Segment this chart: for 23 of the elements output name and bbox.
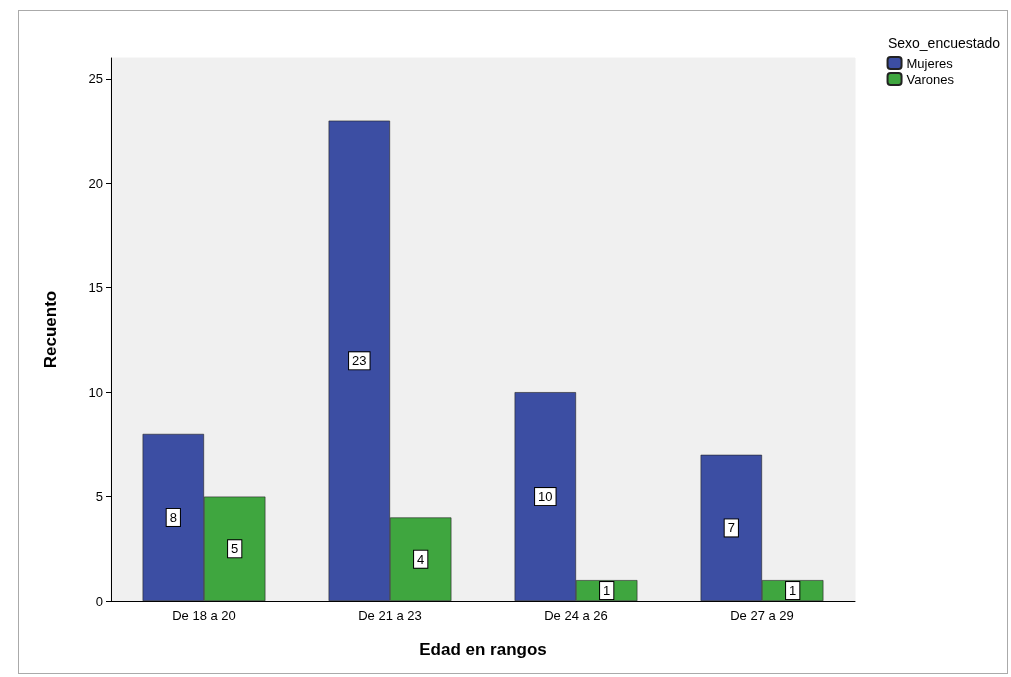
data-label: 7	[727, 520, 735, 536]
data-label: 10	[538, 489, 553, 505]
legend-label: Varones	[906, 71, 955, 87]
y-tick-label: 25	[88, 71, 103, 87]
data-label: 5	[231, 541, 239, 557]
data-label: 1	[789, 583, 797, 599]
data-label: 8	[169, 509, 177, 525]
legend-title: Sexo_encuestado	[887, 35, 1001, 51]
x-axis-title: Edad en rangos	[419, 640, 547, 659]
data-label: 4	[417, 551, 425, 567]
y-tick-label: 5	[95, 489, 103, 505]
data-label: 23	[352, 353, 367, 369]
x-tick-label: De 18 a 20	[172, 608, 236, 623]
y-tick-label: 0	[95, 593, 103, 609]
x-tick-label: De 21 a 23	[358, 608, 422, 623]
data-label: 1	[603, 583, 611, 599]
x-tick-label: De 27 a 29	[730, 608, 794, 623]
y-tick-label: 15	[88, 280, 103, 296]
x-tick-label: De 24 a 26	[544, 608, 608, 623]
y-axis-title: Recuento	[41, 290, 60, 369]
y-tick-label: 10	[88, 384, 103, 400]
legend-label: Mujeres	[906, 55, 954, 71]
y-tick-label: 20	[88, 175, 103, 191]
